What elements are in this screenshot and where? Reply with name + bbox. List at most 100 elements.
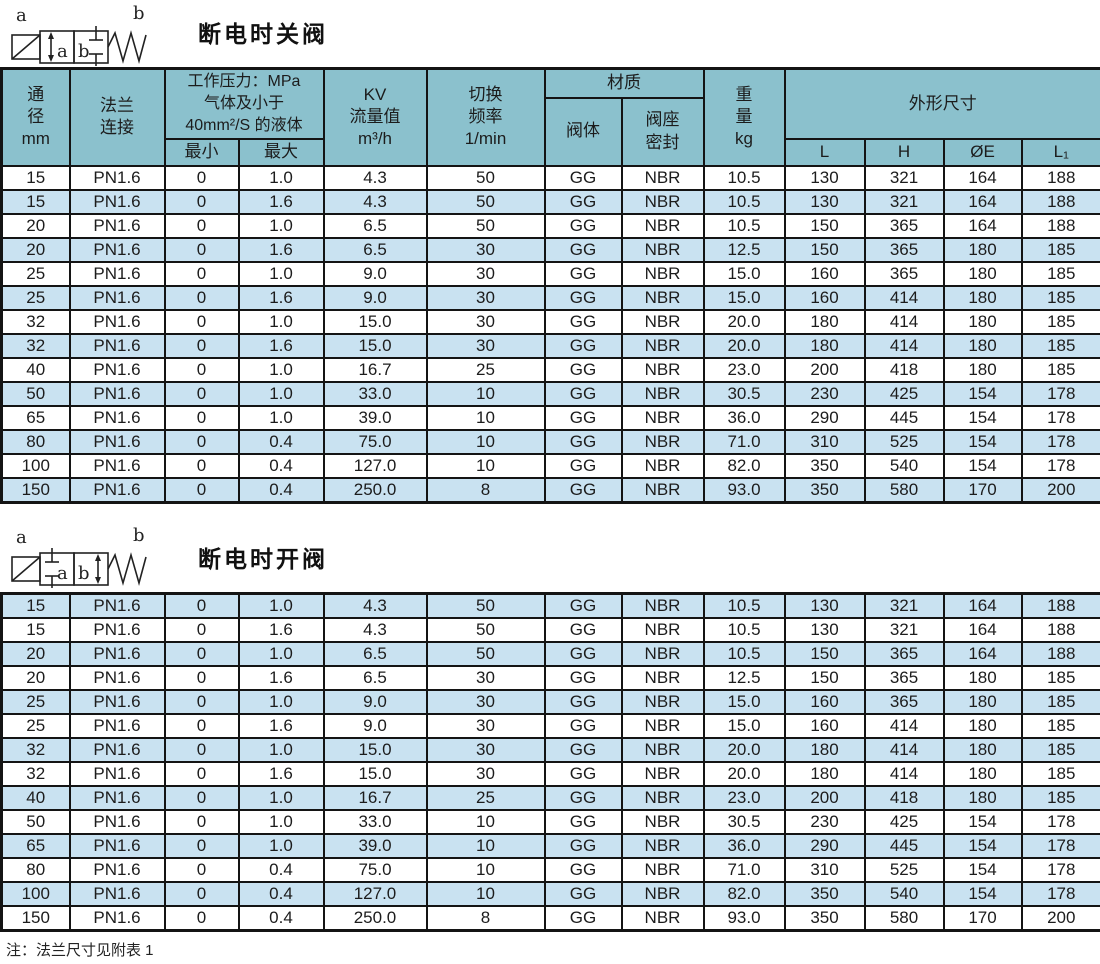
spec-cell: 6.5 [322, 664, 428, 691]
col-header-valve-body: 阀体 [543, 96, 623, 167]
spec-cell: 30 [425, 712, 546, 739]
spec-cell: PN1.6 [68, 880, 166, 907]
spec-cell: 10 [425, 880, 546, 907]
spec-cell: GG [543, 664, 623, 691]
col-header-pressure: 工作压力：MPa 气体及小于 40mm²/S 的液体 [163, 67, 325, 140]
spec-cell: 100 [0, 452, 71, 479]
spec-cell: 350 [783, 904, 866, 931]
spec-cell: 180 [942, 236, 1023, 263]
spec-cell: 0.4 [237, 856, 325, 883]
spec-cell: 180 [942, 784, 1023, 811]
spec-cell: 0 [163, 664, 240, 691]
spec-cell: 15.0 [322, 760, 428, 787]
spec-cell: 178 [1020, 856, 1100, 883]
spec-cell: NBR [620, 404, 705, 431]
spec-row: 150 PN1.6 0 0.4 250.0 8 GG NBR 93.0 350 580 170 200 [0, 476, 1100, 503]
spec-cell: 25 [0, 688, 71, 715]
spec-cell: 164 [942, 188, 1023, 215]
spec-cell: 127.0 [322, 880, 428, 907]
spec-cell: 15.0 [702, 688, 786, 715]
spec-cell: 185 [1020, 760, 1100, 787]
col-header-dim-H: H [863, 137, 945, 167]
spec-cell: GG [543, 212, 623, 239]
spec-row: 32 PN1.6 0 1.6 15.0 30 GG NBR 20.0 180 414 180 185 [0, 760, 1100, 787]
spec-cell: 0 [163, 476, 240, 503]
spec-cell: 15 [0, 164, 71, 191]
spec-cell: 185 [1020, 712, 1100, 739]
spec-cell: PN1.6 [68, 476, 166, 503]
spec-cell: 50 [425, 164, 546, 191]
spec-cell: 130 [783, 188, 866, 215]
spec-cell: 20 [0, 212, 71, 239]
col-header-flange: 法兰 连接 [68, 67, 166, 167]
spec-cell: 0 [163, 260, 240, 287]
spec-cell: 12.5 [702, 236, 786, 263]
spec-cell: 30.5 [702, 808, 786, 835]
spec-cell: 180 [783, 760, 866, 787]
spec-cell: 20.0 [702, 736, 786, 763]
spec-cell: NBR [620, 308, 705, 335]
spec-cell: 150 [783, 640, 866, 667]
spec-cell: NBR [620, 356, 705, 383]
spec-cell: PN1.6 [68, 404, 166, 431]
spec-cell: 80 [0, 428, 71, 455]
spec-row: 15 PN1.6 0 1.0 4.3 50 GG NBR 10.5 130 321 164 188 [0, 164, 1100, 191]
spec-cell: PN1.6 [68, 284, 166, 311]
spec-cell: 154 [942, 380, 1023, 407]
spec-cell: PN1.6 [68, 784, 166, 811]
spec-cell: NBR [620, 592, 705, 619]
spec-cell: 15.0 [322, 308, 428, 335]
spec-row: 20 PN1.6 0 1.0 6.5 50 GG NBR 10.5 150 365 164 188 [0, 212, 1100, 239]
spec-cell: 164 [942, 616, 1023, 643]
spec-cell: PN1.6 [68, 260, 166, 287]
spec-cell: 82.0 [702, 452, 786, 479]
spec-table-closed: 通 径 mm 法兰 连接 工作压力：MPa 气体及小于 40mm²/S 的液体 … [0, 67, 1100, 504]
spec-cell: 310 [783, 856, 866, 883]
spec-cell: 15.0 [702, 284, 786, 311]
spec-cell: 9.0 [322, 688, 428, 715]
section-title-open: 断电时开阀 [198, 545, 328, 572]
spec-cell: 33.0 [322, 808, 428, 835]
spec-row: 80 PN1.6 0 0.4 75.0 10 GG NBR 71.0 310 525 154 178 [0, 856, 1100, 883]
spec-row: 40 PN1.6 0 1.0 16.7 25 GG NBR 23.0 200 418 180 185 [0, 356, 1100, 383]
symbol-box1-label: a [57, 563, 68, 584]
spec-cell: 25 [0, 712, 71, 739]
spec-cell: 15.0 [702, 260, 786, 287]
spec-cell: PN1.6 [68, 808, 166, 835]
spec-cell: 30 [425, 284, 546, 311]
spec-cell: 418 [863, 356, 945, 383]
spec-cell: 0 [163, 856, 240, 883]
spec-cell: 10.5 [702, 616, 786, 643]
spec-cell: 25 [425, 356, 546, 383]
spec-cell: 290 [783, 404, 866, 431]
spec-cell: 230 [783, 808, 866, 835]
spec-cell: 93.0 [702, 904, 786, 931]
spec-cell: PN1.6 [68, 212, 166, 239]
spec-cell: 188 [1020, 592, 1100, 619]
spec-cell: 20.0 [702, 332, 786, 359]
spec-cell: PN1.6 [68, 856, 166, 883]
spec-cell: 321 [863, 164, 945, 191]
spec-cell: 0 [163, 188, 240, 215]
spec-cell: PN1.6 [68, 640, 166, 667]
spec-cell: NBR [620, 784, 705, 811]
spec-cell: 0 [163, 404, 240, 431]
spec-cell: 10 [425, 452, 546, 479]
spec-cell: 20.0 [702, 760, 786, 787]
spec-cell: 154 [942, 808, 1023, 835]
spec-cell: PN1.6 [68, 616, 166, 643]
spec-cell: 188 [1020, 212, 1100, 239]
spec-cell: 30.5 [702, 380, 786, 407]
spec-cell: 185 [1020, 260, 1100, 287]
spec-cell: 71.0 [702, 428, 786, 455]
spec-cell: 6.5 [322, 640, 428, 667]
spec-cell: NBR [620, 832, 705, 859]
spec-cell: NBR [620, 188, 705, 215]
spec-row: 80 PN1.6 0 0.4 75.0 10 GG NBR 71.0 310 525 154 178 [0, 428, 1100, 455]
symbol-box2-label: b [78, 41, 90, 62]
spec-row: 32 PN1.6 0 1.0 15.0 30 GG NBR 20.0 180 414 180 185 [0, 308, 1100, 335]
spec-cell: 1.0 [237, 356, 325, 383]
section-power-off-open-header: a b a b 断电时开阀 [0, 504, 1100, 592]
spec-cell: 180 [942, 736, 1023, 763]
symbol-box1-label: a [57, 41, 68, 62]
